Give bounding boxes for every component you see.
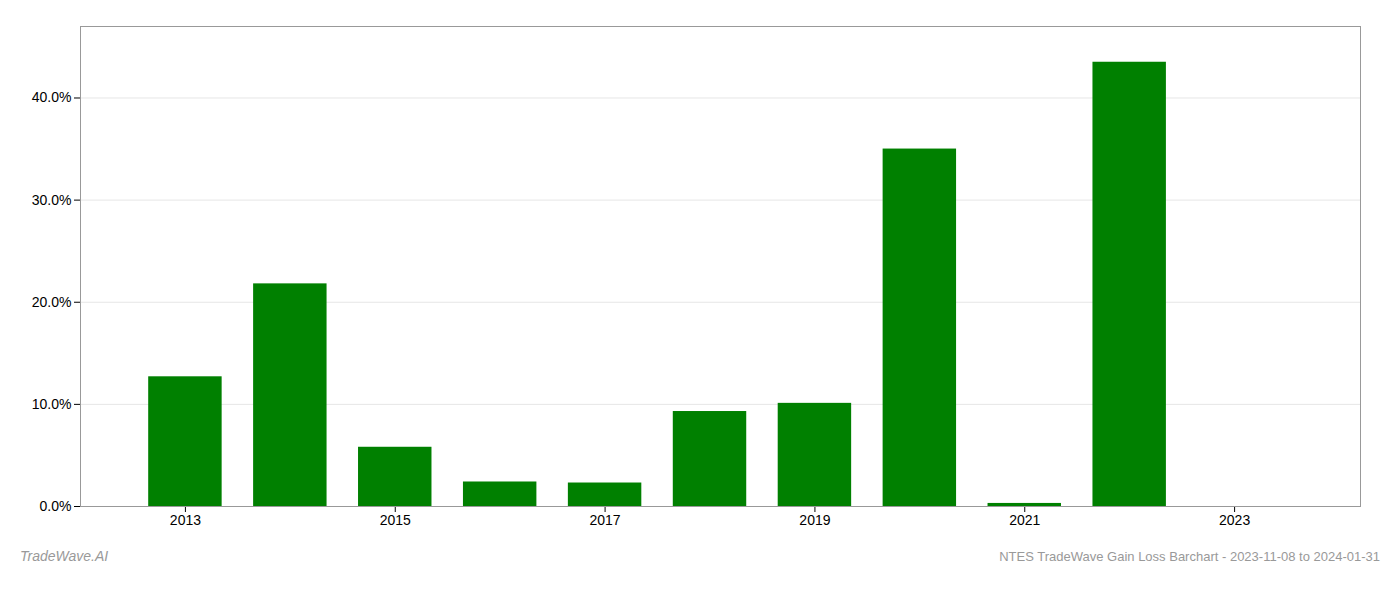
svg-text:2013: 2013 xyxy=(170,512,201,528)
html-text:TradeWave.AI: TradeWave.AI xyxy=(20,548,109,564)
svg-text:2021: 2021 xyxy=(1009,512,1040,528)
svg-text:20.0%: 20.0% xyxy=(32,294,72,310)
svg-text:2023: 2023 xyxy=(1219,512,1250,528)
svg-text:10.0%: 10.0% xyxy=(32,396,72,412)
svg-text:30.0%: 30.0% xyxy=(32,192,72,208)
svg-text:2015: 2015 xyxy=(380,512,411,528)
svg-text:2017: 2017 xyxy=(590,512,621,528)
html-text:NTES TradeWave Gain Loss Barch: NTES TradeWave Gain Loss Barchart - 2023… xyxy=(999,549,1380,564)
svg-text:0.0%: 0.0% xyxy=(40,498,72,514)
svg-text:2019: 2019 xyxy=(799,512,830,528)
svg-text:40.0%: 40.0% xyxy=(32,89,72,105)
